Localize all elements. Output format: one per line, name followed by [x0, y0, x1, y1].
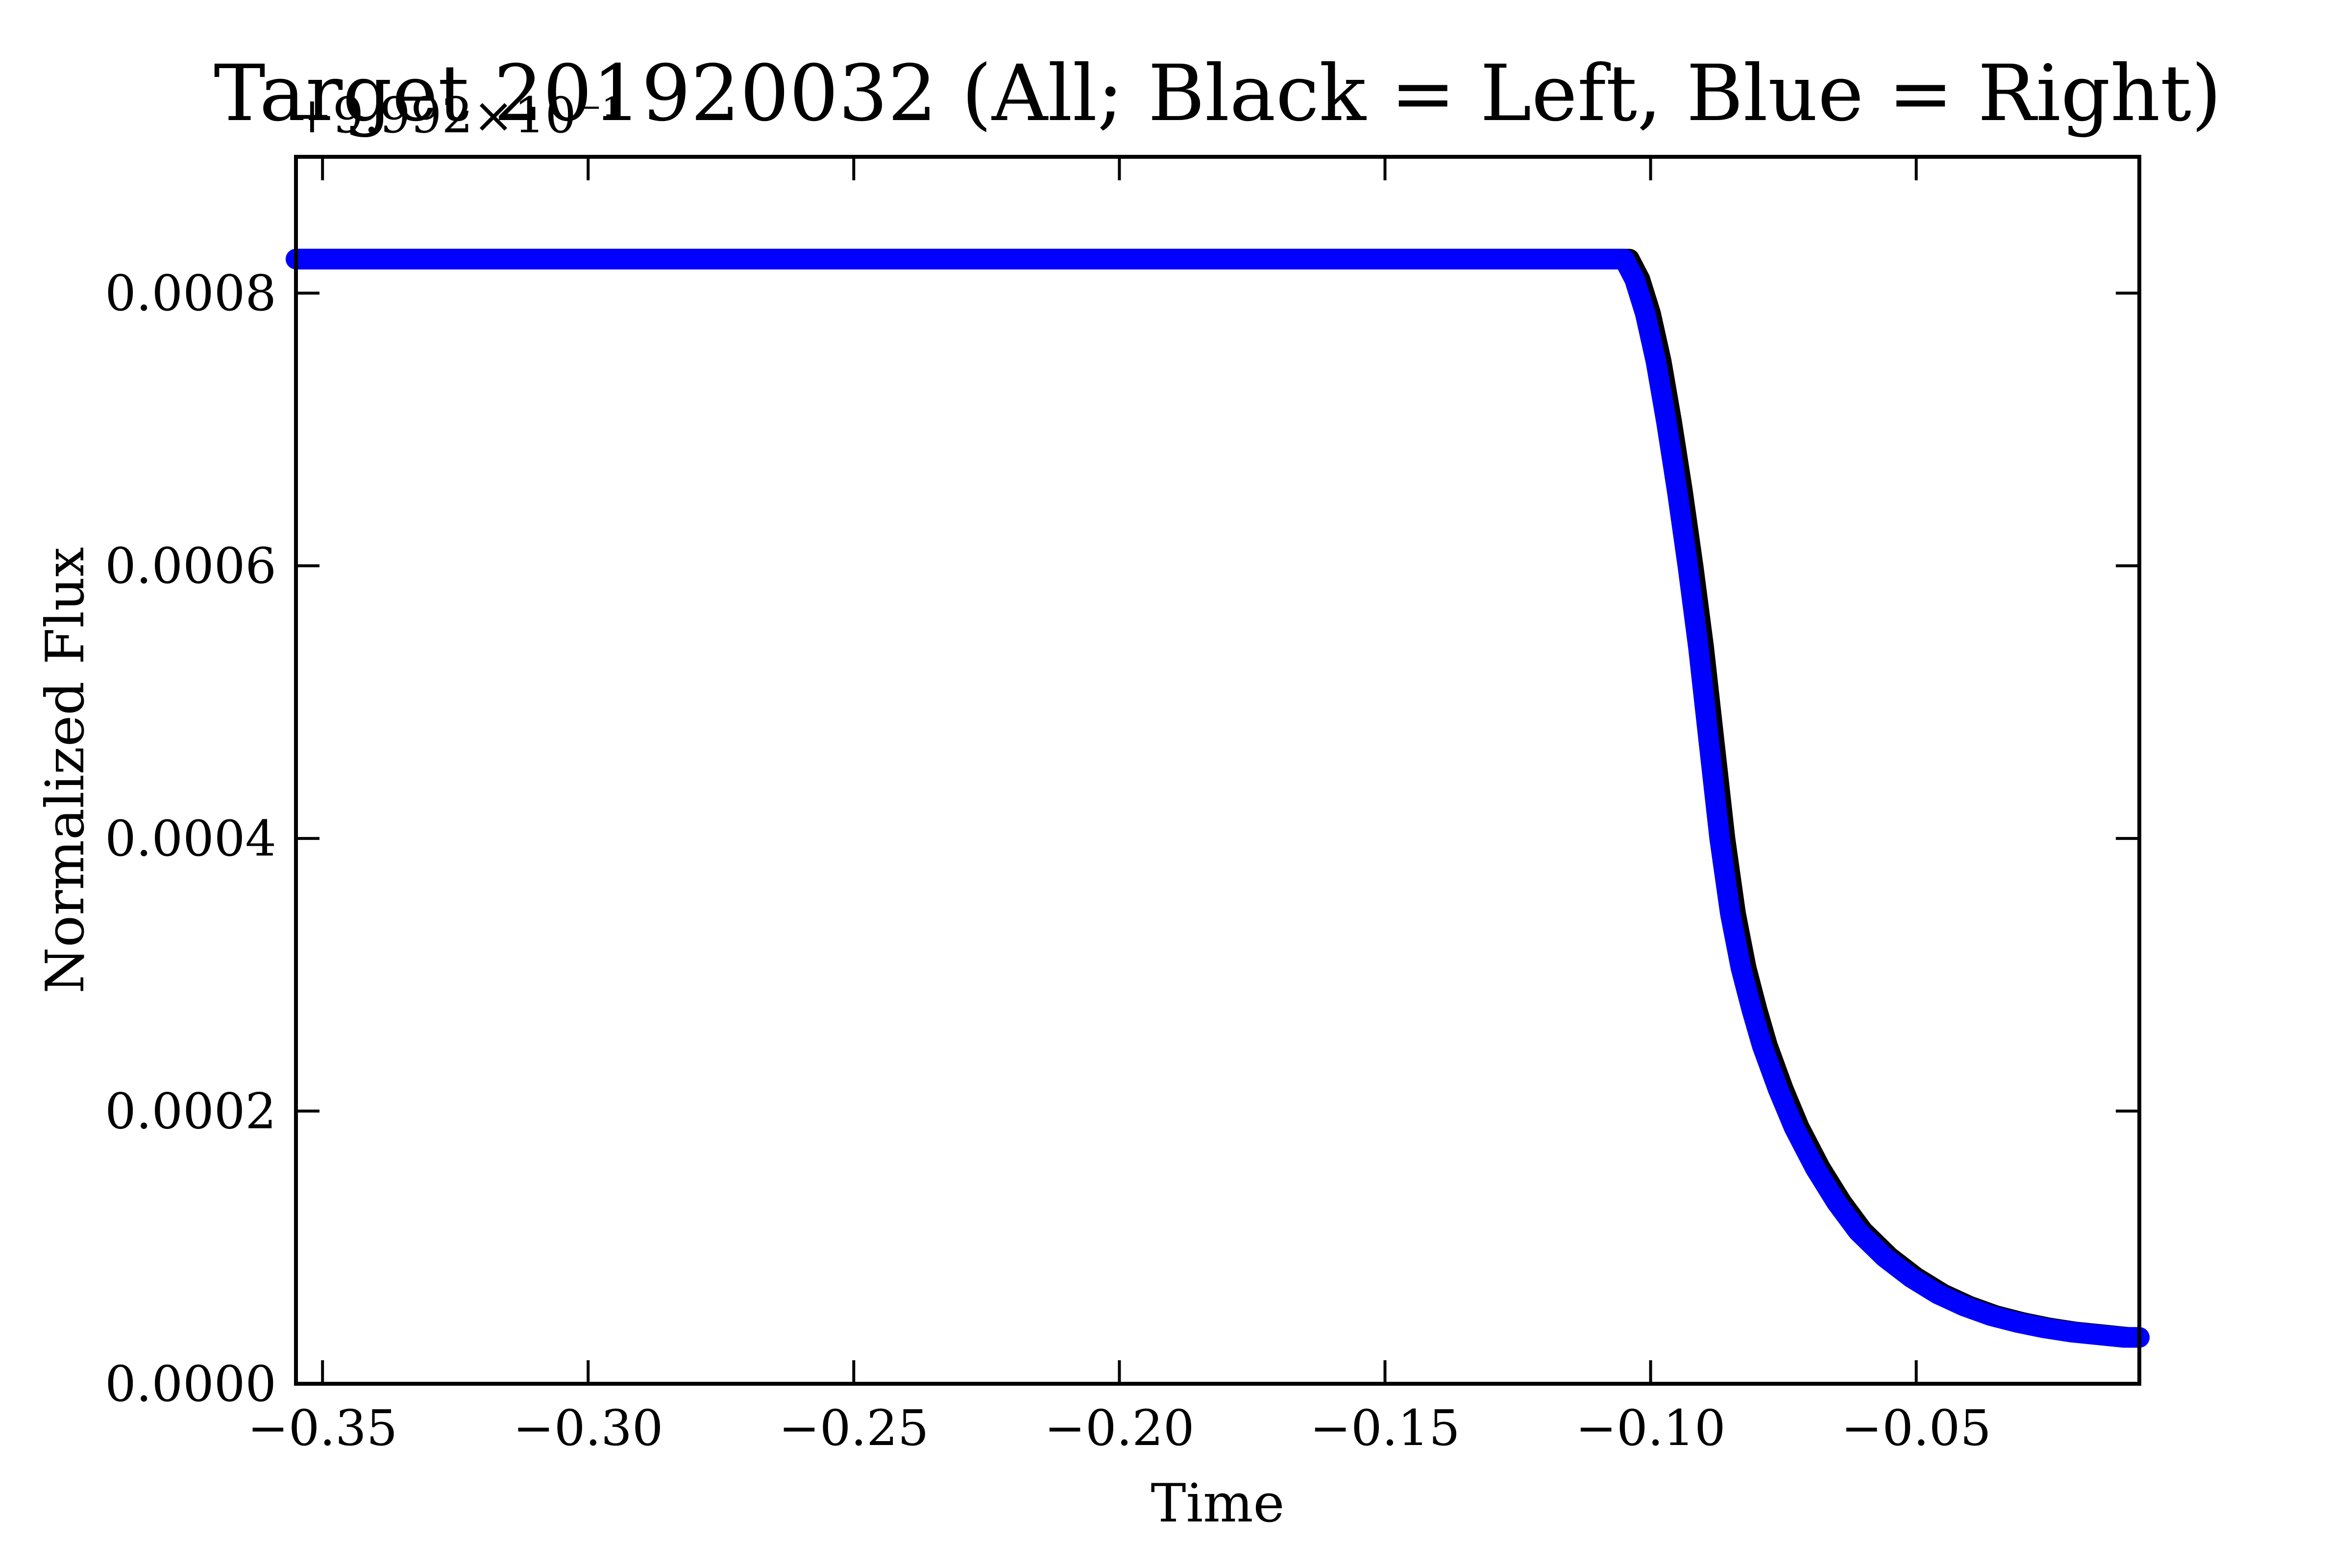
series-right-point [1689, 637, 1709, 658]
series-right-point [844, 249, 864, 269]
y-tick-label: 0.0008 [105, 265, 276, 322]
y-offset-label: +9.992×10⁻¹ [292, 87, 622, 144]
series-right-point [2034, 1318, 2054, 1338]
x-tick-label: −0.30 [513, 1399, 663, 1457]
y-tick-label: 0.0006 [105, 538, 276, 595]
series-right-point [1678, 556, 1698, 576]
series-right-point [1848, 1221, 1868, 1241]
y-tick-label: 0.0002 [105, 1083, 276, 1140]
series-right-point [1534, 249, 1554, 269]
plot-frame [294, 155, 2141, 1386]
x-tick-label: −0.10 [1575, 1399, 1725, 1457]
x-tick-label: −0.15 [1310, 1399, 1460, 1457]
series-right-point [1928, 1284, 1947, 1304]
series-right-point [1667, 481, 1687, 501]
series-right-point [1784, 1117, 1804, 1137]
x-axis-label: Time [1151, 1473, 1285, 1534]
tick-layer: −0.35 −0.30 −0.25 −0.20 −0.15 −0.10 −0.05 0.000… [105, 157, 2139, 1457]
series-right-point [1731, 958, 1751, 978]
y-axis-label: Normalized Flux [35, 547, 96, 993]
series-right-point [2007, 1312, 2027, 1332]
x-tick-label: −0.05 [1841, 1399, 1991, 1457]
series-right-point [2113, 1327, 2133, 1348]
x-tick-label: −0.20 [1044, 1399, 1194, 1457]
series-right-point [1657, 413, 1677, 433]
series-right-point [1954, 1296, 1974, 1316]
series-right-point [1699, 733, 1719, 753]
series-right-point [1981, 1305, 2001, 1325]
chart-title: Target 201920032 (All; Black = Left, Blu… [214, 49, 2221, 139]
series-right-point [1614, 249, 1634, 269]
series-right-point [1375, 249, 1395, 269]
y-tick-label: 0.0000 [105, 1355, 276, 1413]
x-tick-label: −0.35 [247, 1399, 397, 1457]
series-right-point [1827, 1193, 1846, 1212]
series-right-point [1768, 1079, 1788, 1099]
series-right-point [1901, 1268, 1921, 1287]
series-right-point [1720, 904, 1740, 924]
series-right-point [1874, 1247, 1894, 1267]
series-right-point [2060, 1322, 2081, 1342]
series-right-point [2087, 1324, 2107, 1345]
series-right-point [1710, 829, 1730, 849]
series-layer [286, 248, 2150, 1348]
series-right-point [1741, 999, 1762, 1019]
x-tick-label: −0.25 [779, 1399, 929, 1457]
series-right-point [1805, 1158, 1825, 1178]
series-right-point [1625, 270, 1645, 290]
series-right-point [1752, 1036, 1772, 1055]
series-right-point [1646, 351, 1666, 371]
series-right-point [1635, 304, 1655, 323]
y-tick-label: 0.0004 [105, 810, 276, 867]
series-right-point [578, 249, 598, 269]
series-right-point [1109, 249, 1129, 269]
